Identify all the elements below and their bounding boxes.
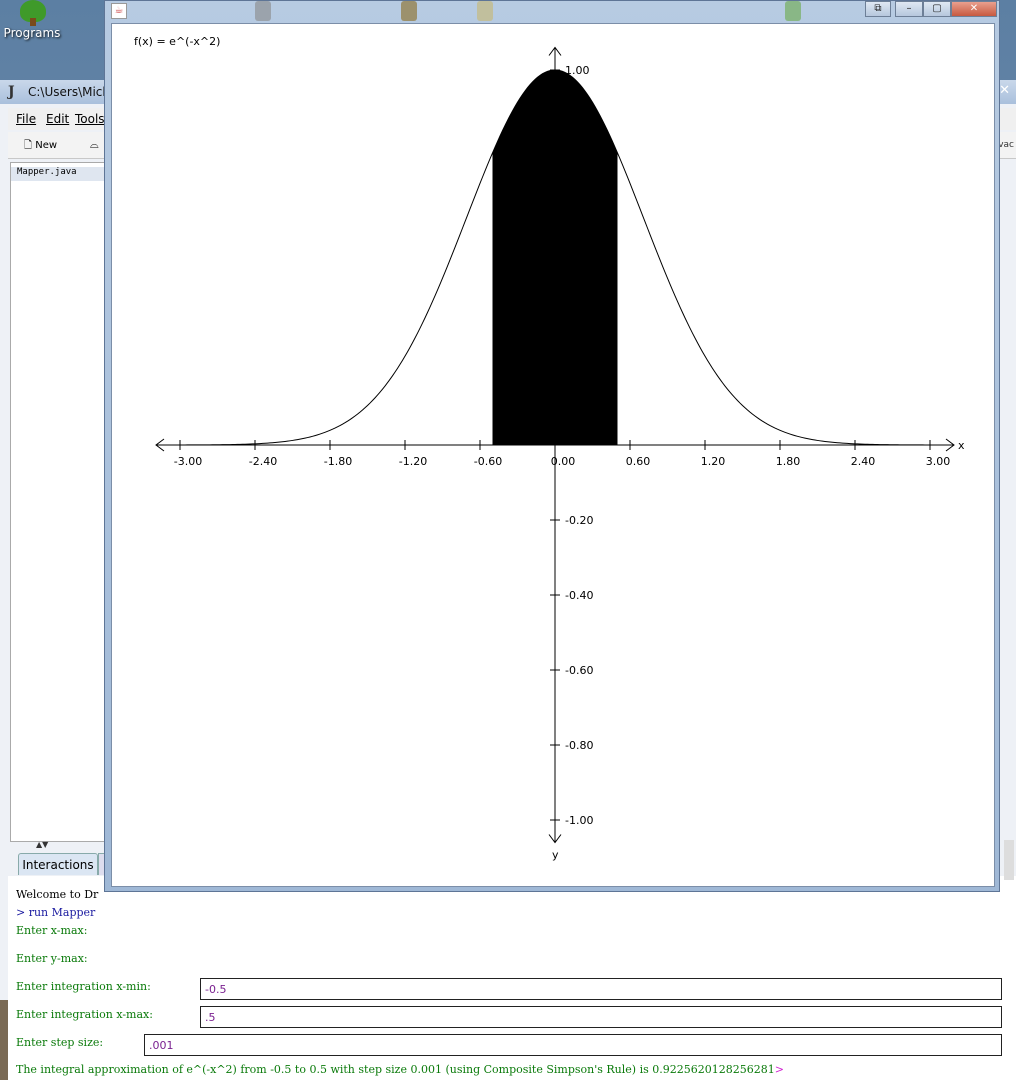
restore-icon[interactable]: ⧉ bbox=[865, 1, 891, 17]
right-scrollbar[interactable] bbox=[1004, 840, 1014, 880]
desktop-icon-label: Programs bbox=[3, 26, 61, 40]
x-axis-label: x bbox=[958, 439, 965, 452]
prompt-integration-x-min: Enter integration x-min: bbox=[16, 980, 151, 993]
new-file-icon: 🗋 bbox=[24, 140, 33, 151]
plot-title-bar[interactable]: ☕ ⧉ – ▢ ✕ bbox=[105, 1, 999, 23]
y-tick-label: -0.40 bbox=[565, 589, 593, 602]
x-tick-label: 1.80 bbox=[776, 455, 801, 468]
console-prompt[interactable]: > bbox=[774, 1063, 784, 1076]
x-tick-label: 0.00 bbox=[551, 455, 576, 468]
taskbar-thumb-icon bbox=[477, 1, 493, 21]
prompt-integration-x-max: Enter integration x-max: bbox=[16, 1008, 153, 1021]
y-axis-bottom-arrow bbox=[548, 834, 562, 844]
y-tick-label: 1.00 bbox=[565, 64, 590, 77]
taskbar-thumb-icon bbox=[785, 1, 801, 21]
y-axis-label: y bbox=[552, 849, 559, 862]
menu-edit[interactable]: Edit bbox=[46, 112, 70, 126]
taskbar-thumb-icon bbox=[255, 1, 271, 21]
close-icon[interactable]: ✕ bbox=[999, 83, 1010, 98]
y-tick-label: -0.80 bbox=[565, 739, 593, 752]
toolbar-right-text: vac bbox=[998, 140, 1014, 150]
x-tick-label: 0.60 bbox=[626, 455, 651, 468]
y-tick-label: -0.20 bbox=[565, 514, 593, 527]
menu-tools[interactable]: Tools bbox=[75, 112, 105, 126]
split-pane-arrows-icon[interactable]: ▲▼ bbox=[36, 840, 49, 849]
prompt-step-size: Enter step size: bbox=[16, 1036, 104, 1049]
x-tick-label: -1.80 bbox=[324, 455, 352, 468]
y-ticks: 1.00 -0.20 -0.40 -0.60 -0.80 -1.00 bbox=[550, 64, 593, 827]
drjava-app-icon: J bbox=[8, 84, 15, 100]
x-axis-left-arrow bbox=[155, 438, 165, 452]
new-button[interactable]: 🗋 New bbox=[24, 138, 57, 155]
file-list: Mapper.java bbox=[10, 162, 108, 842]
y-axis-top-arrow bbox=[548, 46, 562, 56]
x-tick-label: -3.00 bbox=[174, 455, 202, 468]
x-tick-label: -0.60 bbox=[474, 455, 502, 468]
step-size-input[interactable]: .001 bbox=[144, 1034, 1002, 1056]
java-app-icon: ☕ bbox=[111, 3, 127, 19]
x-tick-label: 3.00 bbox=[926, 455, 951, 468]
prompt-x-max: Enter x-max: bbox=[16, 924, 88, 937]
menu-file[interactable]: File bbox=[16, 112, 37, 126]
prompt-y-max: Enter y-max: bbox=[16, 952, 88, 965]
console-welcome: Welcome to Dr bbox=[16, 888, 99, 901]
drjava-window-title: C:\Users\Micha bbox=[28, 85, 118, 99]
x-tick-label: -2.40 bbox=[249, 455, 277, 468]
close-icon[interactable]: ✕ bbox=[951, 1, 997, 17]
y-tick-label: -0.60 bbox=[565, 664, 593, 677]
x-axis-right-arrow bbox=[945, 438, 955, 452]
interactions-pane[interactable]: Welcome to Dr > run Mapper Enter x-max: … bbox=[8, 876, 1016, 1080]
x-tick-label: 1.20 bbox=[701, 455, 726, 468]
function-label: f(x) = e^(-x^2) bbox=[134, 35, 220, 48]
tree-trunk bbox=[30, 18, 36, 26]
x-tick-label: 2.40 bbox=[851, 455, 876, 468]
function-plot: f(x) = e^(-x^2) xy -3.00 -2.40 -1.80 -1.20-… bbox=[134, 35, 965, 862]
open-folder-icon[interactable]: ⌓ bbox=[90, 138, 99, 151]
programs-desktop-icon[interactable]: Programs bbox=[2, 0, 62, 50]
tab-interactions[interactable]: Interactions bbox=[18, 853, 98, 875]
console-run-command: > run Mapper bbox=[16, 906, 96, 919]
y-tick-label: -1.00 bbox=[565, 814, 593, 827]
taskbar-thumb-icon bbox=[401, 1, 417, 21]
minimize-icon[interactable]: – bbox=[895, 1, 923, 17]
maximize-icon[interactable]: ▢ bbox=[923, 1, 951, 17]
integration-x-max-input[interactable]: .5 bbox=[200, 1006, 1002, 1028]
console-result-line: The integral approximation of e^(-x^2) f… bbox=[16, 1063, 784, 1076]
new-button-label: New bbox=[35, 140, 58, 151]
integration-x-min-input[interactable]: -0.5 bbox=[200, 978, 1002, 1000]
tree-icon bbox=[20, 0, 46, 22]
result-text: The integral approximation of e^(-x^2) f… bbox=[16, 1063, 775, 1076]
file-item-mapper[interactable]: Mapper.java bbox=[11, 167, 107, 181]
x-tick-label: -1.20 bbox=[399, 455, 427, 468]
x-ticks: -3.00 -2.40 -1.80 -1.20 -0.60 0.00 0.60 1.20 1.8… bbox=[174, 440, 950, 468]
